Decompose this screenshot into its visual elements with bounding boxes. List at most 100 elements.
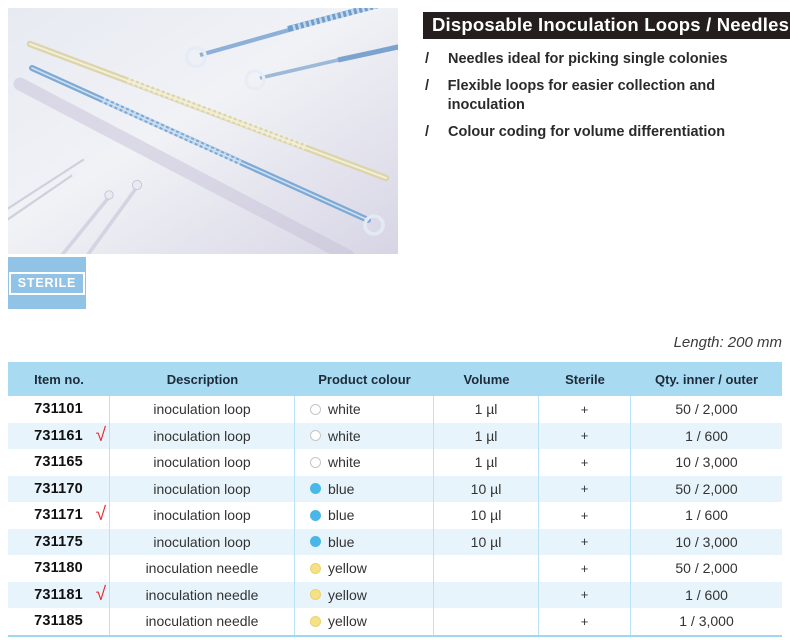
- colour-dot-icon: [310, 509, 321, 521]
- sterile-plus: +: [580, 454, 589, 470]
- colour-dot-icon: [310, 562, 321, 574]
- item-number: 731175: [34, 533, 83, 550]
- red-checkmark-icon: √: [95, 583, 106, 605]
- cell-sterile: +: [539, 396, 631, 423]
- description-text: inoculation needle: [145, 613, 259, 630]
- cell-qty: 50 / 2,000: [631, 396, 782, 423]
- colour-label: white: [328, 454, 361, 471]
- item-number: 731170: [34, 480, 83, 497]
- description-text: inoculation loop: [153, 533, 251, 550]
- cell-sterile: +: [539, 475, 631, 502]
- table-row: 731101 inoculation loop white 1 µl + 50 …: [8, 396, 782, 423]
- colour-label: blue: [328, 533, 355, 550]
- slash-bullet-icon: /: [425, 78, 430, 94]
- cell-description: inoculation loop: [110, 396, 295, 423]
- feature-text: Colour coding for volume differentiation: [448, 124, 726, 140]
- colour-label: yellow: [328, 586, 367, 603]
- table-row: 731180 inoculation needle yellow + 50 / …: [8, 555, 782, 582]
- col-header-sterile: Sterile: [565, 371, 605, 387]
- cell-description: inoculation loop: [110, 502, 295, 529]
- cell-sterile: +: [539, 581, 631, 608]
- colour-dot-icon: [310, 615, 321, 627]
- table-row: 731170 inoculation loop blue 10 µl + 50 …: [8, 475, 782, 503]
- qty-text: 50 / 2,000: [675, 480, 738, 497]
- cell-item-no: 731101: [8, 396, 110, 423]
- volume-text: 1 µl: [474, 427, 498, 444]
- cell-product-colour: white: [295, 449, 434, 476]
- colour-label: yellow: [328, 613, 367, 630]
- cell-description: inoculation needle: [110, 581, 295, 608]
- qty-text: 1 / 600: [685, 586, 728, 603]
- colour-dot-icon: [310, 483, 321, 495]
- cell-product-colour: blue: [295, 528, 434, 555]
- col-header-description: Description: [166, 371, 239, 387]
- cell-qty: 10 / 3,000: [631, 529, 782, 556]
- cell-sterile: +: [539, 608, 631, 635]
- cell-description: inoculation needle: [110, 555, 295, 582]
- colour-dot-icon: [310, 589, 321, 601]
- sterile-label: STERILE: [8, 271, 86, 295]
- length-note: Length: 200 mm: [673, 334, 782, 351]
- col-header-item-no: Item no.: [34, 371, 84, 387]
- cell-volume: 1 µl: [434, 422, 539, 449]
- cell-qty: 1 / 3,000: [631, 608, 782, 635]
- feature-item: / Needles ideal for picking single colon…: [425, 50, 790, 69]
- sterile-badge: STERILE: [8, 257, 86, 309]
- page-title: Disposable Inoculation Loops / Needles: [423, 12, 790, 40]
- colour-dot-icon: [310, 430, 321, 442]
- item-number: 731165: [34, 454, 83, 471]
- item-number: 731161: [34, 427, 83, 444]
- sterile-plus: +: [580, 613, 589, 629]
- cell-qty: 1 / 600: [631, 423, 782, 450]
- cell-sterile: +: [539, 502, 631, 529]
- colour-label: yellow: [328, 560, 367, 577]
- col-header-qty: Qty. inner / outer: [654, 371, 759, 387]
- description-text: inoculation loop: [153, 454, 251, 471]
- colour-label: white: [328, 427, 361, 444]
- table-row: 731165 inoculation loop white 1 µl + 10 …: [8, 449, 782, 476]
- table-row: 731185 inoculation needle yellow + 1 / 3…: [8, 608, 782, 635]
- volume-text: 1 µl: [474, 454, 498, 471]
- colour-dot-icon: [310, 456, 321, 468]
- colour-dot-icon: [310, 403, 321, 415]
- product-table: Item no. Description Product colour Volu…: [8, 362, 782, 637]
- cell-qty: 50 / 2,000: [631, 476, 782, 503]
- cell-product-colour: yellow: [295, 608, 434, 635]
- cell-sterile: +: [539, 422, 631, 449]
- feature-list: / Needles ideal for picking single colon…: [425, 50, 790, 150]
- red-checkmark-icon: √: [95, 424, 106, 446]
- qty-text: 50 / 2,000: [675, 401, 738, 418]
- col-header-volume: Volume: [463, 371, 510, 387]
- volume-text: 10 µl: [470, 507, 502, 524]
- table-row: 731161 √ inoculation loop white 1 µl + 1…: [8, 422, 782, 450]
- colour-label: blue: [328, 480, 355, 497]
- cell-sterile: +: [539, 528, 631, 555]
- qty-text: 10 / 3,000: [675, 454, 738, 471]
- item-number: 731101: [34, 401, 83, 418]
- cell-volume: 10 µl: [434, 528, 539, 555]
- cell-product-colour: white: [295, 422, 434, 449]
- cell-item-no: 731161 √: [8, 422, 110, 449]
- colour-dot-icon: [310, 536, 321, 548]
- feature-item: / Flexible loops for easier collection a…: [425, 77, 790, 115]
- item-number: 731180: [34, 560, 83, 577]
- cell-description: inoculation loop: [110, 422, 295, 449]
- qty-text: 50 / 2,000: [675, 560, 738, 577]
- cell-volume: 1 µl: [434, 449, 539, 476]
- colour-label: blue: [328, 507, 355, 524]
- slash-bullet-icon: /: [425, 124, 430, 140]
- sterile-plus: +: [580, 481, 589, 497]
- cell-product-colour: blue: [295, 502, 434, 529]
- cell-item-no: 731171 √: [8, 502, 110, 529]
- cell-sterile: +: [539, 555, 631, 582]
- cell-product-colour: white: [295, 396, 434, 423]
- cell-qty: 10 / 3,000: [631, 449, 782, 476]
- slash-bullet-icon: /: [425, 51, 430, 67]
- description-text: inoculation loop: [153, 427, 251, 444]
- description-text: inoculation loop: [153, 507, 251, 524]
- sterile-plus: +: [580, 428, 589, 444]
- cell-volume: 1 µl: [434, 396, 539, 423]
- feature-item: / Colour coding for volume differentiati…: [425, 123, 790, 142]
- red-checkmark-icon: √: [95, 504, 106, 525]
- cell-sterile: +: [539, 449, 631, 476]
